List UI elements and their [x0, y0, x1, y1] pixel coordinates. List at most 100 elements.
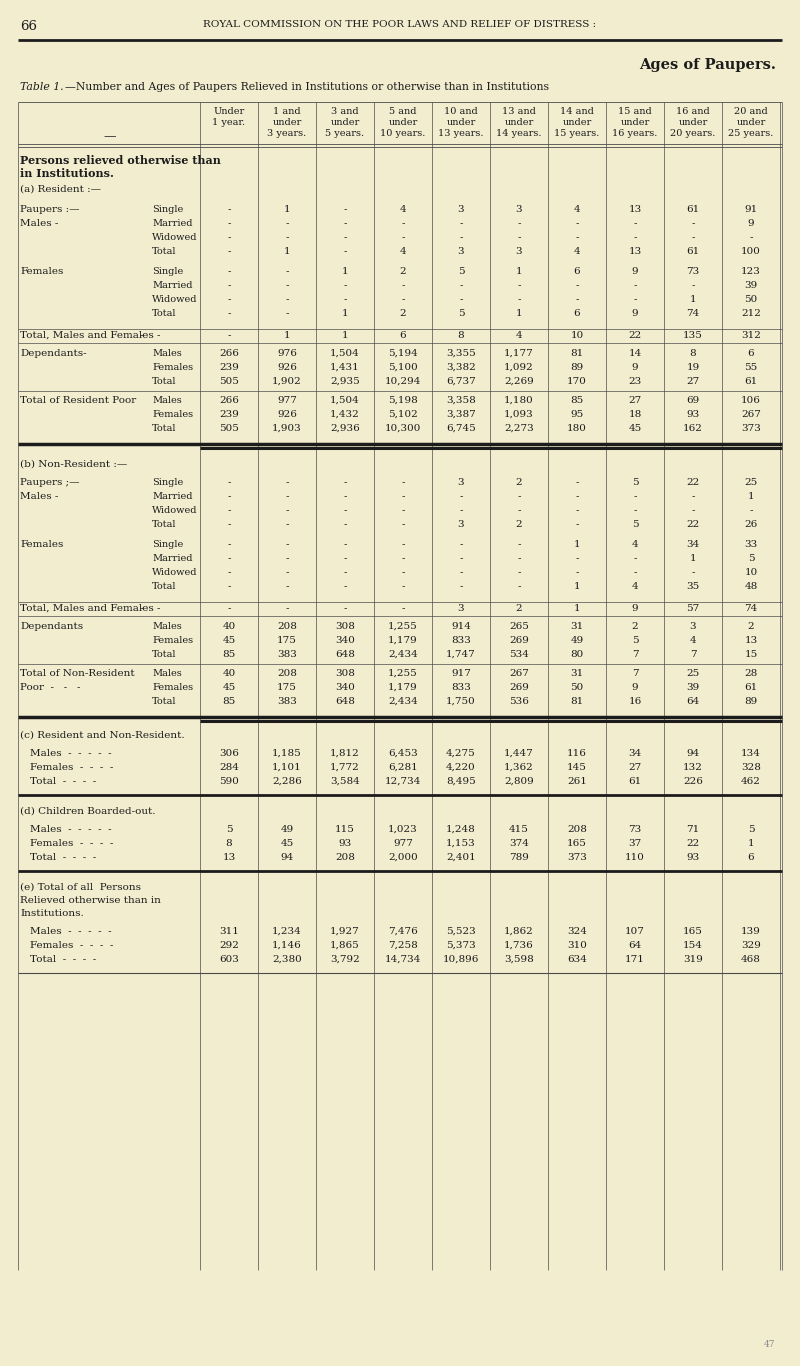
Text: 49: 49 [280, 825, 294, 835]
Text: Single: Single [152, 205, 183, 214]
Text: 93: 93 [338, 839, 352, 848]
Text: 132: 132 [683, 764, 703, 772]
Text: 1,179: 1,179 [388, 637, 418, 645]
Text: -: - [459, 281, 462, 290]
Text: -: - [518, 492, 521, 501]
Text: 66: 66 [20, 20, 37, 33]
Text: Females: Females [20, 540, 63, 549]
Text: 85: 85 [570, 396, 584, 404]
Text: 212: 212 [741, 309, 761, 318]
Text: 319: 319 [683, 955, 703, 964]
Text: -: - [343, 281, 346, 290]
Text: Males: Males [152, 348, 182, 358]
Text: Persons relieved otherwise than: Persons relieved otherwise than [20, 154, 221, 167]
Text: -: - [691, 234, 694, 242]
Text: 8: 8 [458, 331, 464, 340]
Text: 208: 208 [277, 622, 297, 631]
Text: 1: 1 [748, 839, 754, 848]
Text: 3,358: 3,358 [446, 396, 476, 404]
Text: Total  -  -  -  -: Total - - - - [30, 777, 96, 785]
Text: 373: 373 [741, 423, 761, 433]
Text: 1,504: 1,504 [330, 348, 360, 358]
Text: -: - [634, 219, 637, 228]
Text: Females: Females [152, 637, 193, 645]
Text: 26: 26 [744, 520, 758, 529]
Text: 1: 1 [342, 331, 348, 340]
Text: 267: 267 [741, 410, 761, 419]
Text: 373: 373 [567, 852, 587, 862]
Text: -: - [575, 520, 578, 529]
Text: 6: 6 [574, 309, 580, 318]
Text: under: under [678, 117, 708, 127]
Text: Females  -  -  -  -: Females - - - - [30, 764, 114, 772]
Text: under: under [330, 117, 360, 127]
Text: 6: 6 [400, 331, 406, 340]
Text: -: - [402, 604, 405, 613]
Text: 468: 468 [741, 955, 761, 964]
Text: Males  -  -  -  -  -: Males - - - - - [30, 749, 112, 758]
Text: 1,153: 1,153 [446, 839, 476, 848]
Text: -: - [575, 281, 578, 290]
Text: 61: 61 [744, 377, 758, 387]
Text: -: - [286, 568, 289, 576]
Text: 7,476: 7,476 [388, 928, 418, 936]
Text: 1,255: 1,255 [388, 622, 418, 631]
Text: 6: 6 [748, 348, 754, 358]
Text: -: - [402, 295, 405, 305]
Text: 55: 55 [744, 363, 758, 372]
Text: -: - [575, 295, 578, 305]
Text: Total of Resident Poor: Total of Resident Poor [20, 396, 136, 404]
Text: 8: 8 [690, 348, 696, 358]
Text: 1,812: 1,812 [330, 749, 360, 758]
Text: -: - [459, 555, 462, 563]
Text: 9: 9 [632, 309, 638, 318]
Text: 110: 110 [625, 852, 645, 862]
Text: 73: 73 [686, 266, 700, 276]
Text: 284: 284 [219, 764, 239, 772]
Text: 57: 57 [686, 604, 700, 613]
Text: 1,927: 1,927 [330, 928, 360, 936]
Text: 7: 7 [690, 650, 696, 658]
Text: 39: 39 [686, 683, 700, 693]
Text: 20 and: 20 and [734, 107, 768, 116]
Text: 324: 324 [567, 928, 587, 936]
Text: 14 and: 14 and [560, 107, 594, 116]
Text: 34: 34 [628, 749, 642, 758]
Text: -: - [343, 247, 346, 255]
Text: 18: 18 [628, 410, 642, 419]
Text: 93: 93 [686, 852, 700, 862]
Text: Married: Married [152, 281, 193, 290]
Text: 603: 603 [219, 955, 239, 964]
Text: -: - [634, 568, 637, 576]
Text: 3: 3 [458, 478, 464, 488]
Text: Paupers :—: Paupers :— [20, 205, 79, 214]
Text: 4: 4 [574, 247, 580, 255]
Text: 634: 634 [567, 955, 587, 964]
Text: 73: 73 [628, 825, 642, 835]
Text: 1,431: 1,431 [330, 363, 360, 372]
Text: 33: 33 [744, 540, 758, 549]
Text: 269: 269 [509, 637, 529, 645]
Text: 95: 95 [570, 410, 584, 419]
Text: 45: 45 [628, 423, 642, 433]
Text: -: - [634, 295, 637, 305]
Text: under: under [620, 117, 650, 127]
Text: 239: 239 [219, 410, 239, 419]
Text: 1,736: 1,736 [504, 941, 534, 949]
Text: Females: Females [152, 410, 193, 419]
Text: -: - [634, 555, 637, 563]
Text: 81: 81 [570, 697, 584, 706]
Text: 9: 9 [632, 363, 638, 372]
Text: -: - [140, 331, 143, 340]
Text: 3: 3 [690, 622, 696, 631]
Text: 22: 22 [686, 839, 700, 848]
Text: 31: 31 [570, 669, 584, 678]
Text: -: - [518, 568, 521, 576]
Text: -: - [402, 520, 405, 529]
Text: 93: 93 [686, 410, 700, 419]
Text: 1: 1 [284, 205, 290, 214]
Text: Widowed: Widowed [152, 568, 198, 576]
Text: 2,936: 2,936 [330, 423, 360, 433]
Text: -: - [343, 604, 346, 613]
Text: 6,281: 6,281 [388, 764, 418, 772]
